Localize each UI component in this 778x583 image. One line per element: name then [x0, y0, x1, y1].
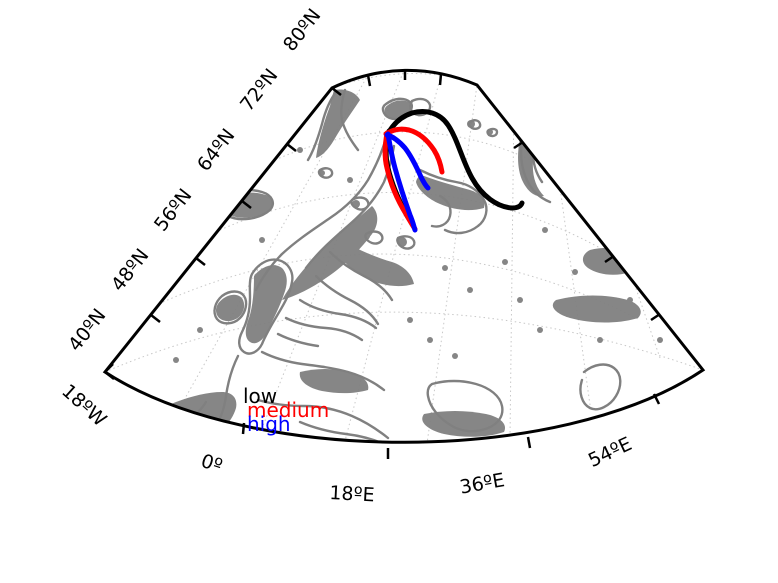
lat-ticks	[104, 87, 342, 380]
trajectory-medium	[383, 126, 445, 175]
trajectory-high	[384, 132, 431, 191]
trajectory-group	[382, 109, 525, 233]
legend-item-low: low	[243, 384, 278, 408]
lon-label-18e: 18ºE	[328, 482, 376, 507]
trajectory-high-branch	[385, 131, 418, 233]
lon-ticks-top	[366, 69, 443, 87]
trajectory-low	[386, 109, 525, 211]
legend-item-high: high	[247, 412, 291, 436]
lat-ticks-right	[513, 140, 661, 322]
legend-item-medium: medium	[247, 398, 330, 422]
lon-ticks	[104, 363, 661, 459]
